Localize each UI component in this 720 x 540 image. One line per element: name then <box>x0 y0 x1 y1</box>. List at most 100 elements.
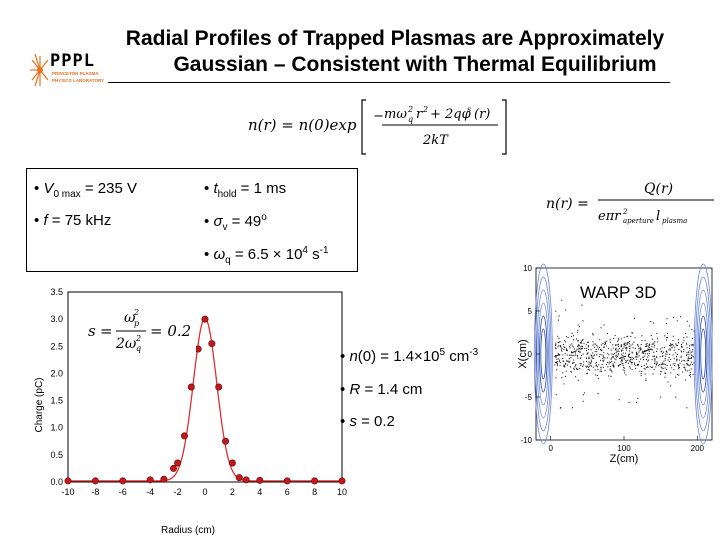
particle <box>577 329 579 331</box>
particle <box>680 350 682 352</box>
particle <box>623 366 625 368</box>
particle <box>674 363 676 365</box>
particle <box>595 365 597 367</box>
particle <box>666 337 668 339</box>
particle <box>638 355 640 357</box>
particle <box>687 358 689 360</box>
particle <box>690 361 692 363</box>
particle <box>592 333 594 335</box>
particle <box>594 369 596 371</box>
particle <box>626 343 628 345</box>
particle <box>675 344 677 346</box>
particle <box>575 364 577 366</box>
particle <box>660 371 662 373</box>
particle <box>575 338 577 340</box>
particle <box>586 350 588 352</box>
particle <box>644 355 646 357</box>
particle <box>662 367 664 369</box>
svg-text:q: q <box>408 115 413 124</box>
particle <box>624 370 626 372</box>
particle <box>573 335 575 337</box>
particle <box>628 345 630 347</box>
particle <box>625 347 627 349</box>
particle <box>584 348 586 350</box>
particle <box>647 349 649 351</box>
particle <box>656 362 658 364</box>
particle <box>615 349 617 351</box>
particle <box>557 346 559 348</box>
particle <box>656 338 658 340</box>
particle <box>606 340 608 342</box>
particle <box>665 355 667 357</box>
particle <box>581 304 583 306</box>
particle <box>600 369 602 371</box>
particle <box>557 342 559 344</box>
particle <box>675 356 677 358</box>
particle <box>601 350 603 352</box>
x-tick-label: 10 <box>337 487 347 497</box>
particle <box>648 350 650 352</box>
particle <box>626 359 628 361</box>
y-tick-label: 2.5 <box>50 341 63 351</box>
particle <box>688 325 690 327</box>
particle <box>661 352 663 354</box>
param-sigma: • σv = 49o <box>204 212 267 233</box>
particle <box>686 320 688 322</box>
y-tick-label: -10 <box>520 436 532 445</box>
particle <box>612 356 614 358</box>
particle <box>577 340 579 342</box>
particle <box>611 371 613 373</box>
particle <box>621 356 623 358</box>
particle <box>675 396 677 398</box>
particle <box>590 359 592 361</box>
particle <box>661 356 663 358</box>
particle <box>563 365 565 367</box>
particle <box>684 368 686 370</box>
particle <box>680 351 682 353</box>
particle <box>555 356 557 358</box>
particle <box>583 364 585 366</box>
particle <box>601 354 603 356</box>
particle <box>636 354 638 356</box>
particle <box>690 344 692 346</box>
particle <box>618 364 620 366</box>
particle <box>558 315 560 317</box>
particle <box>592 344 594 346</box>
particle <box>650 320 652 322</box>
particle <box>690 354 692 356</box>
particle <box>667 359 669 361</box>
title-line-2: Gaussian – Consistent with Thermal Equil… <box>173 53 657 76</box>
particle <box>564 353 566 355</box>
s-lhs: s <box>88 322 96 340</box>
particle <box>577 345 579 347</box>
particle <box>691 351 693 353</box>
particle <box>591 361 593 363</box>
particle <box>588 369 590 371</box>
particle <box>643 368 645 370</box>
s-num-sub: p <box>134 319 139 328</box>
particle <box>686 364 688 366</box>
particle <box>597 377 599 379</box>
particle <box>571 343 573 345</box>
particle <box>637 363 639 365</box>
particle <box>676 360 678 362</box>
particle <box>557 358 559 360</box>
particle <box>678 365 680 367</box>
particle <box>602 343 604 345</box>
particle <box>674 365 676 367</box>
particle <box>626 342 628 344</box>
particle <box>676 359 678 361</box>
particle <box>635 356 637 358</box>
particle <box>636 352 638 354</box>
particle <box>575 350 577 352</box>
particle <box>690 357 692 359</box>
particle <box>645 367 647 369</box>
particle <box>588 361 590 363</box>
particle <box>564 366 566 368</box>
particle <box>629 347 631 349</box>
particle <box>555 361 557 363</box>
particle <box>693 362 695 364</box>
particle <box>607 366 609 368</box>
particle <box>664 372 666 374</box>
particle <box>608 348 610 350</box>
